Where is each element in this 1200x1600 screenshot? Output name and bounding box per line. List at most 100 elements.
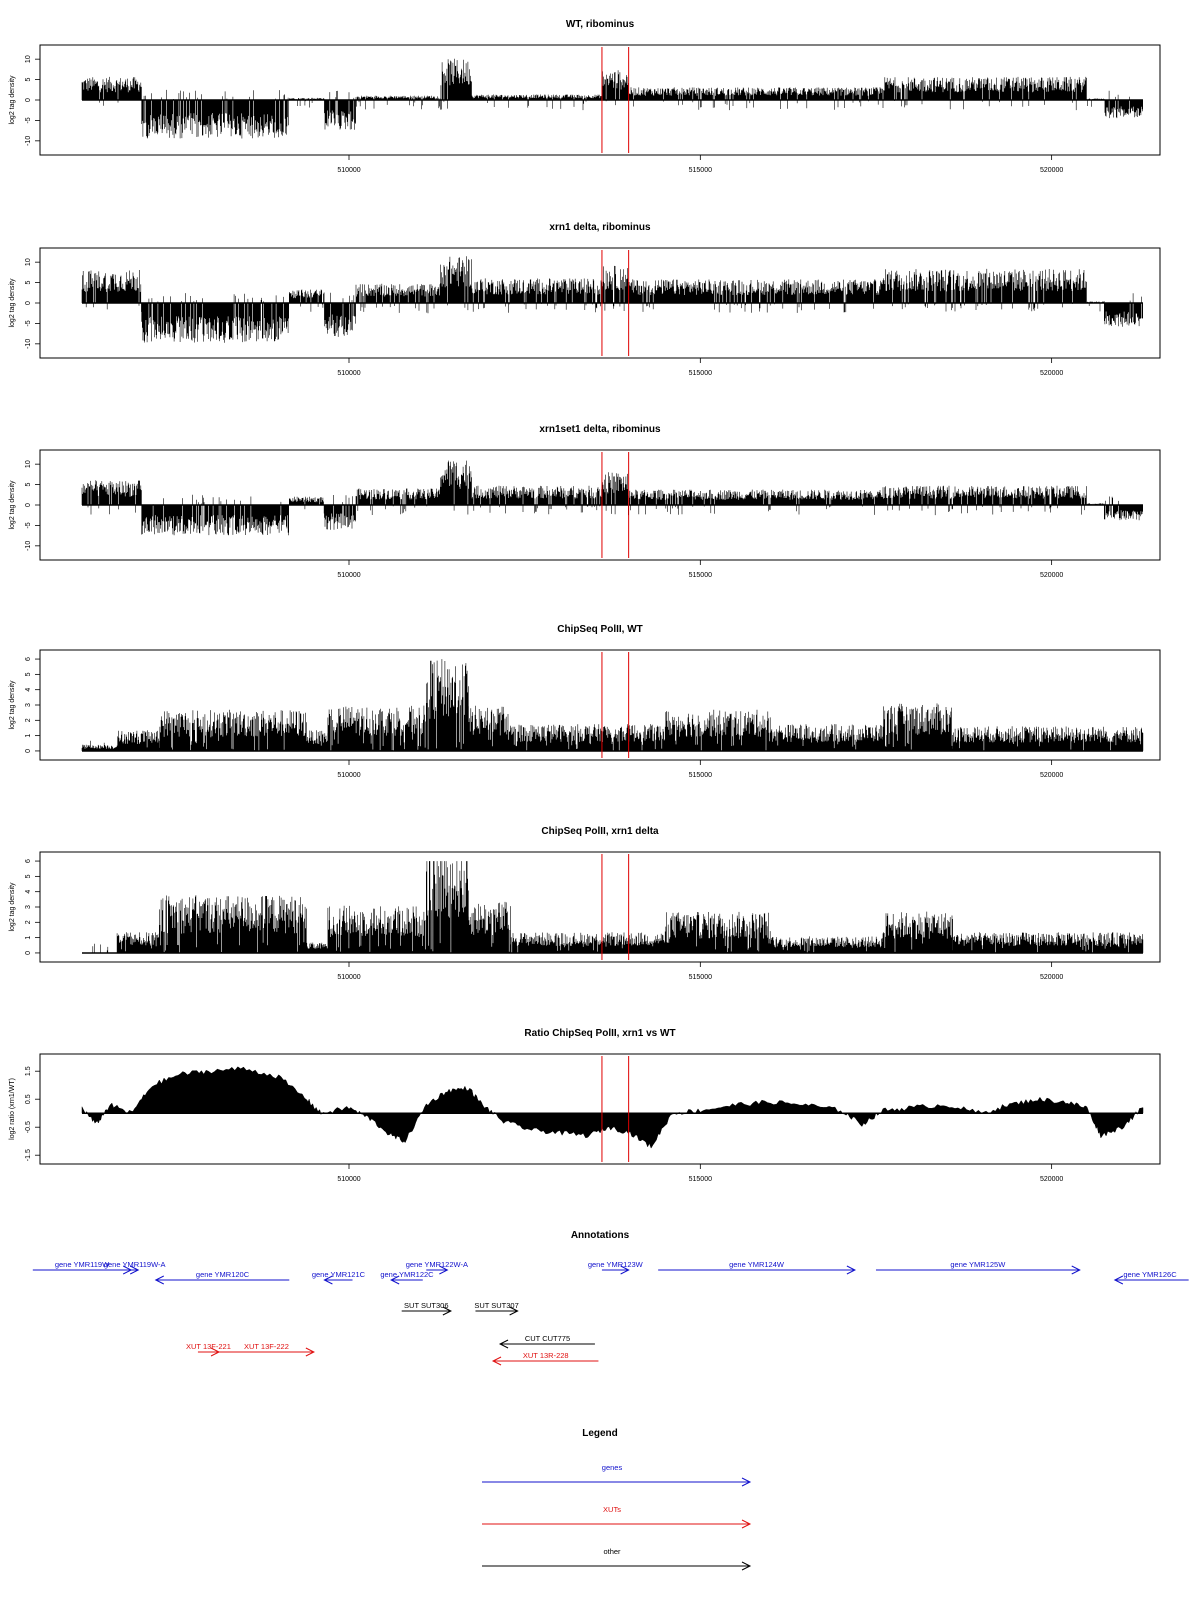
chart-panel: WT, ribominus log2 tag density -10 -5 0 5 10 51… <box>9 19 1161 174</box>
y-tick-label: -5 <box>25 320 32 326</box>
y-tick-label: 1.5 <box>25 1066 32 1076</box>
legend-entry: genes <box>482 1463 752 1487</box>
y-tick-label: -10 <box>25 136 32 146</box>
arrow-head <box>129 1265 140 1275</box>
feature: gene YMR119W-A <box>104 1260 166 1275</box>
feature-label: SUT SUT307 <box>474 1301 518 1310</box>
y-tick-label: 3 <box>25 703 32 707</box>
arrow-head <box>1113 1275 1124 1285</box>
chart-panel: ChipSeq PolII, xrn1 delta log2 tag densit… <box>9 826 1161 981</box>
chart-title: xrn1set1 delta, ribominus <box>539 424 661 435</box>
x-tick-label: 520000 <box>1040 572 1063 579</box>
chart-panel: xrn1set1 delta, ribominus log2 tag densit… <box>9 424 1161 579</box>
y-tick-label: 1 <box>25 936 32 940</box>
y-tick-label: 5 <box>25 281 32 285</box>
x-tick-label: 510000 <box>337 167 360 174</box>
x-tick-label: 515000 <box>689 370 712 377</box>
x-tick-label: 520000 <box>1040 772 1063 779</box>
feature-label: gene YMR119W-A <box>104 1260 166 1269</box>
y-tick-label: -5 <box>25 522 32 528</box>
arrow-head <box>498 1339 509 1349</box>
x-tick-label: 510000 <box>337 1176 360 1183</box>
feature: gene YMR122C <box>380 1270 434 1285</box>
y-tick-label: -5 <box>25 117 32 123</box>
y-tick-label: 10 <box>25 55 32 63</box>
y-tick-label: 0 <box>25 98 32 102</box>
y-tick-label: 10 <box>25 258 32 266</box>
arrow-head <box>210 1347 221 1357</box>
y-tick-label: 2 <box>25 718 32 722</box>
legend: Legend genes XUTs other <box>482 1428 752 1571</box>
feature-label: XUT 13F-222 <box>244 1342 289 1351</box>
feature-label: gene YMR126C <box>1123 1270 1177 1279</box>
arrow-head <box>439 1265 449 1275</box>
y-tick-label: -10 <box>25 339 32 349</box>
legend-title: Legend <box>582 1428 618 1439</box>
y-tick-label: 0 <box>25 503 32 507</box>
feature: SUT SUT307 <box>474 1301 519 1316</box>
x-tick-label: 510000 <box>337 572 360 579</box>
legend-label: other <box>603 1547 621 1556</box>
y-tick-label: 6 <box>25 657 32 661</box>
feature: gene YMR119W <box>32 1260 133 1275</box>
y-tick-label: 3 <box>25 905 32 909</box>
y-tick-label: 6 <box>25 859 32 863</box>
arrow-head <box>154 1275 164 1285</box>
arrow-head <box>390 1275 400 1285</box>
x-tick-label: 515000 <box>689 974 712 981</box>
legend-entry: XUTs <box>482 1505 752 1529</box>
feature-label: gene YMR122C <box>380 1270 434 1279</box>
arrow-head <box>620 1265 630 1275</box>
y-tick-label: 2 <box>25 920 32 924</box>
y-tick-label: 0 <box>25 951 32 955</box>
x-tick-label: 520000 <box>1040 974 1063 981</box>
feature: gene YMR120C <box>154 1270 290 1285</box>
plot-frame <box>39 1053 1161 1165</box>
chart-panel: Ratio ChipSeq PolII, xrn1 vs WT log2 rati… <box>9 1028 1161 1183</box>
ratio-area <box>81 1066 1144 1149</box>
feature-label: gene YMR119W <box>55 1260 110 1269</box>
chart-title: ChipSeq PolII, WT <box>557 624 643 635</box>
y-axis-label: log2 tag density <box>9 75 16 125</box>
chart-title: WT, ribominus <box>566 19 635 30</box>
chart-panel: xrn1 delta, ribominus log2 tag density -10… <box>9 222 1161 377</box>
density-bars <box>81 256 1143 343</box>
y-axis-label: log2 tag density <box>9 680 16 730</box>
arrow-head <box>741 1519 752 1529</box>
feature-label: gene YMR123W <box>588 1260 644 1269</box>
y-tick-label: 5 <box>25 483 32 487</box>
y-tick-label: 5 <box>25 78 32 82</box>
feature: gene YMR123W <box>588 1260 644 1275</box>
y-tick-label: 0 <box>25 301 32 305</box>
y-tick-label: -10 <box>25 541 32 551</box>
feature: XUT 13R-228 <box>491 1351 599 1366</box>
y-tick-label: -1.5 <box>25 1149 32 1161</box>
legend-entry: other <box>482 1547 752 1571</box>
feature-label: XUT 13R-228 <box>523 1351 569 1360</box>
feature: gene YMR124W <box>658 1260 857 1275</box>
feature: gene YMR126C <box>1113 1270 1189 1285</box>
feature: gene YMR121C <box>312 1270 366 1285</box>
chart-title: xrn1 delta, ribominus <box>549 222 651 233</box>
density-bars <box>81 58 1143 139</box>
chart-panel: ChipSeq PolII, WT log2 tag density 0 1 2 3 4 5 6… <box>9 624 1161 779</box>
x-tick-label: 510000 <box>337 370 360 377</box>
y-tick-label: 5 <box>25 672 32 676</box>
density-bars <box>92 861 1144 953</box>
feature: CUT CUT775 <box>498 1334 595 1349</box>
feature: gene YMR125W <box>875 1260 1081 1275</box>
feature: SUT SUT306 <box>401 1301 453 1316</box>
y-axis-label: log2 tag density <box>9 278 16 328</box>
arrow-head <box>741 1561 752 1571</box>
feature-label: gene YMR124W <box>729 1260 785 1269</box>
y-tick-label: 0.5 <box>25 1094 32 1104</box>
arrow-head <box>741 1477 752 1487</box>
arrow-head <box>509 1306 519 1316</box>
density-bars <box>81 460 1143 536</box>
y-tick-label: 4 <box>25 688 32 692</box>
x-tick-label: 520000 <box>1040 370 1063 377</box>
chart-title: Ratio ChipSeq PolII, xrn1 vs WT <box>524 1028 675 1039</box>
